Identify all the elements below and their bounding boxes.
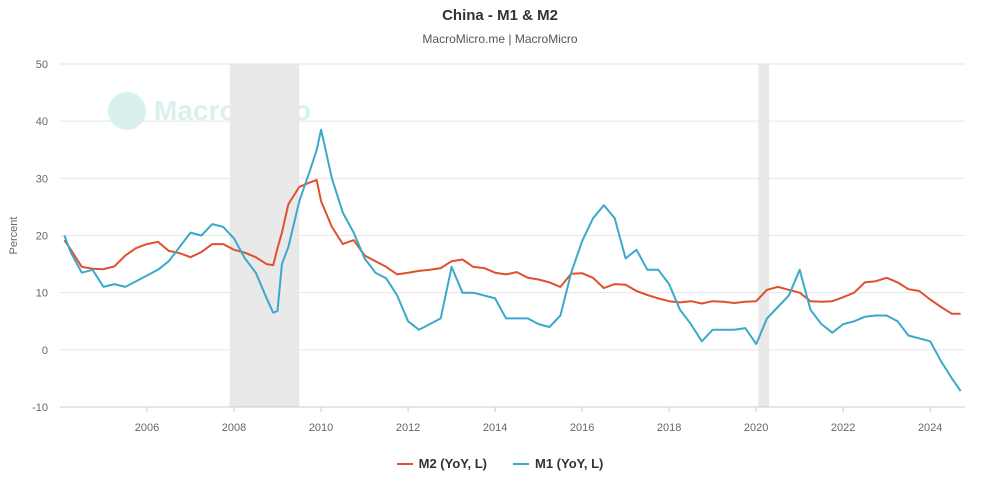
x-tick-label: 2010 [309,422,333,434]
x-tick-label: 2006 [135,422,159,434]
x-tick-label: 2020 [744,422,768,434]
x-tick-label: 2014 [483,422,507,434]
x-tick-label: 2008 [222,422,246,434]
legend-label-m1: M1 (YoY, L) [535,456,604,471]
legend-swatch-m1 [513,462,529,465]
watermark-logo-icon [108,92,146,130]
x-tick-label: 2016 [570,422,594,434]
y-tick-label: 50 [36,59,48,71]
legend-item-m2[interactable]: M2 (YoY, L) [396,456,487,471]
x-tick-label: 2012 [396,422,420,434]
y-axis-label: Percent [8,217,20,255]
chart-subtitle: MacroMicro.me | MacroMicro [422,32,578,46]
y-tick-label: 40 [36,116,48,128]
series-line-m2 [63,179,961,315]
legend-swatch-m2 [396,462,413,465]
x-tick-label: 2024 [918,422,942,434]
legend-label-m2: M2 (YoY, L) [418,456,487,471]
y-tick-label: 0 [42,345,48,357]
series-line-m1 [63,128,962,392]
x-tick-label: 2022 [831,422,855,434]
y-tick-label: -10 [32,402,48,414]
legend-item-m1[interactable]: M1 (YoY, L) [513,456,603,471]
y-tick-label: 10 [36,288,48,300]
y-tick-label: 20 [36,231,48,243]
y-tick-label: 30 [36,173,48,185]
legend: M2 (YoY, L) M1 (YoY, L) [0,456,1000,471]
x-tick-label: 2018 [657,422,681,434]
chart-title: China - M1 & M2 [442,7,558,24]
